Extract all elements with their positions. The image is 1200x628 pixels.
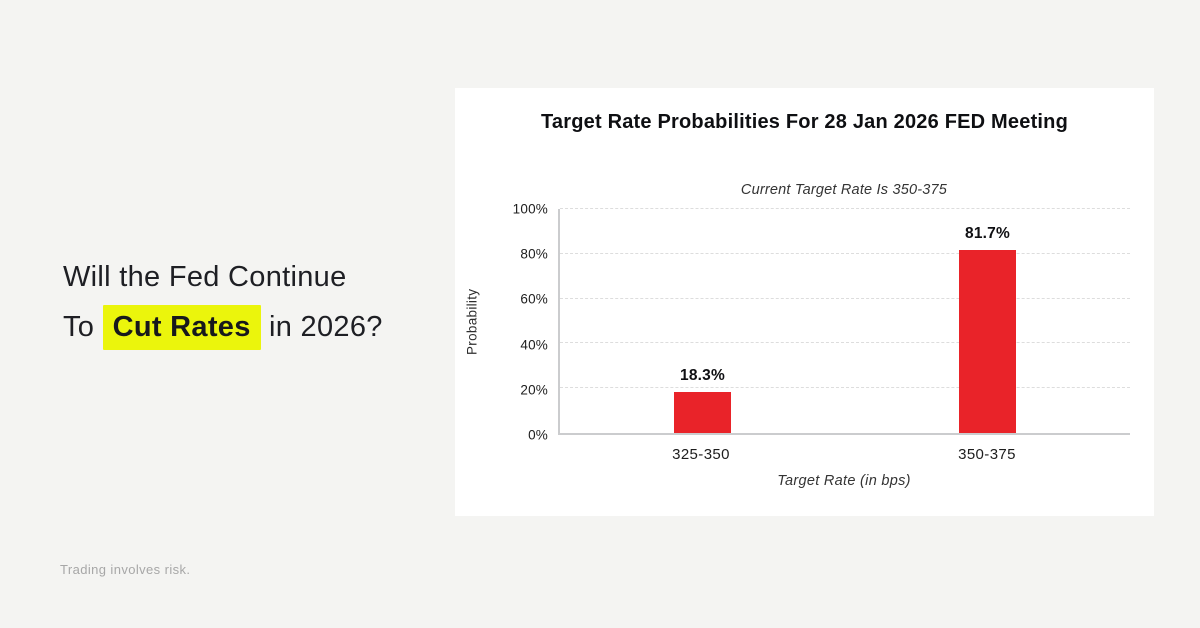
gridline (560, 252, 1130, 254)
y-axis-ticks: 0% 20% 40% 60% 80% 100% (489, 202, 558, 443)
headline: Will the Fed Continue To Cut Rates in 20… (63, 252, 383, 352)
y-tick-label: 20% (520, 382, 548, 398)
headline-line2-suffix: in 2026? (260, 311, 383, 343)
x-axis-ticks: 325-350 350-375 (558, 435, 1130, 465)
chart-subtitle: Current Target Rate Is 350-375 (740, 182, 948, 198)
y-tick-label: 80% (520, 246, 548, 262)
y-tick-label: 40% (520, 337, 548, 353)
y-tick-label: 0% (528, 427, 548, 443)
bar (959, 250, 1016, 433)
disclaimer-text: Trading involves risk. (60, 562, 191, 577)
gridline (560, 208, 1130, 209)
bar-value-label: 18.3% (680, 367, 725, 385)
plot-area: 18.3% 81.7% (558, 208, 1130, 435)
chart-card: Target Rate Probabilities For 28 Jan 202… (455, 88, 1154, 516)
y-tick-label: 100% (512, 201, 548, 217)
chart-title: Target Rate Probabilities For 28 Jan 202… (540, 111, 1069, 133)
headline-highlight: Cut Rates (102, 305, 261, 350)
bar-chart: Current Target Rate Is 350-375 Probabili… (455, 176, 1154, 493)
headline-line1: Will the Fed Continue (63, 261, 347, 293)
bar (674, 392, 731, 433)
x-tick-label: 325-350 (672, 446, 730, 463)
y-axis-label: Probability (464, 288, 480, 356)
bar-value-label: 81.7% (965, 225, 1010, 242)
headline-line2-prefix: To (63, 311, 103, 343)
gridline (560, 297, 1130, 299)
x-tick-label: 350-375 (958, 446, 1016, 463)
gridline (560, 387, 1130, 389)
headline-line2: To Cut Rates in 2026? (63, 302, 383, 352)
x-axis-label: Target Rate (in bps) (777, 473, 911, 489)
y-tick-label: 60% (520, 291, 548, 307)
gridline (560, 342, 1130, 344)
